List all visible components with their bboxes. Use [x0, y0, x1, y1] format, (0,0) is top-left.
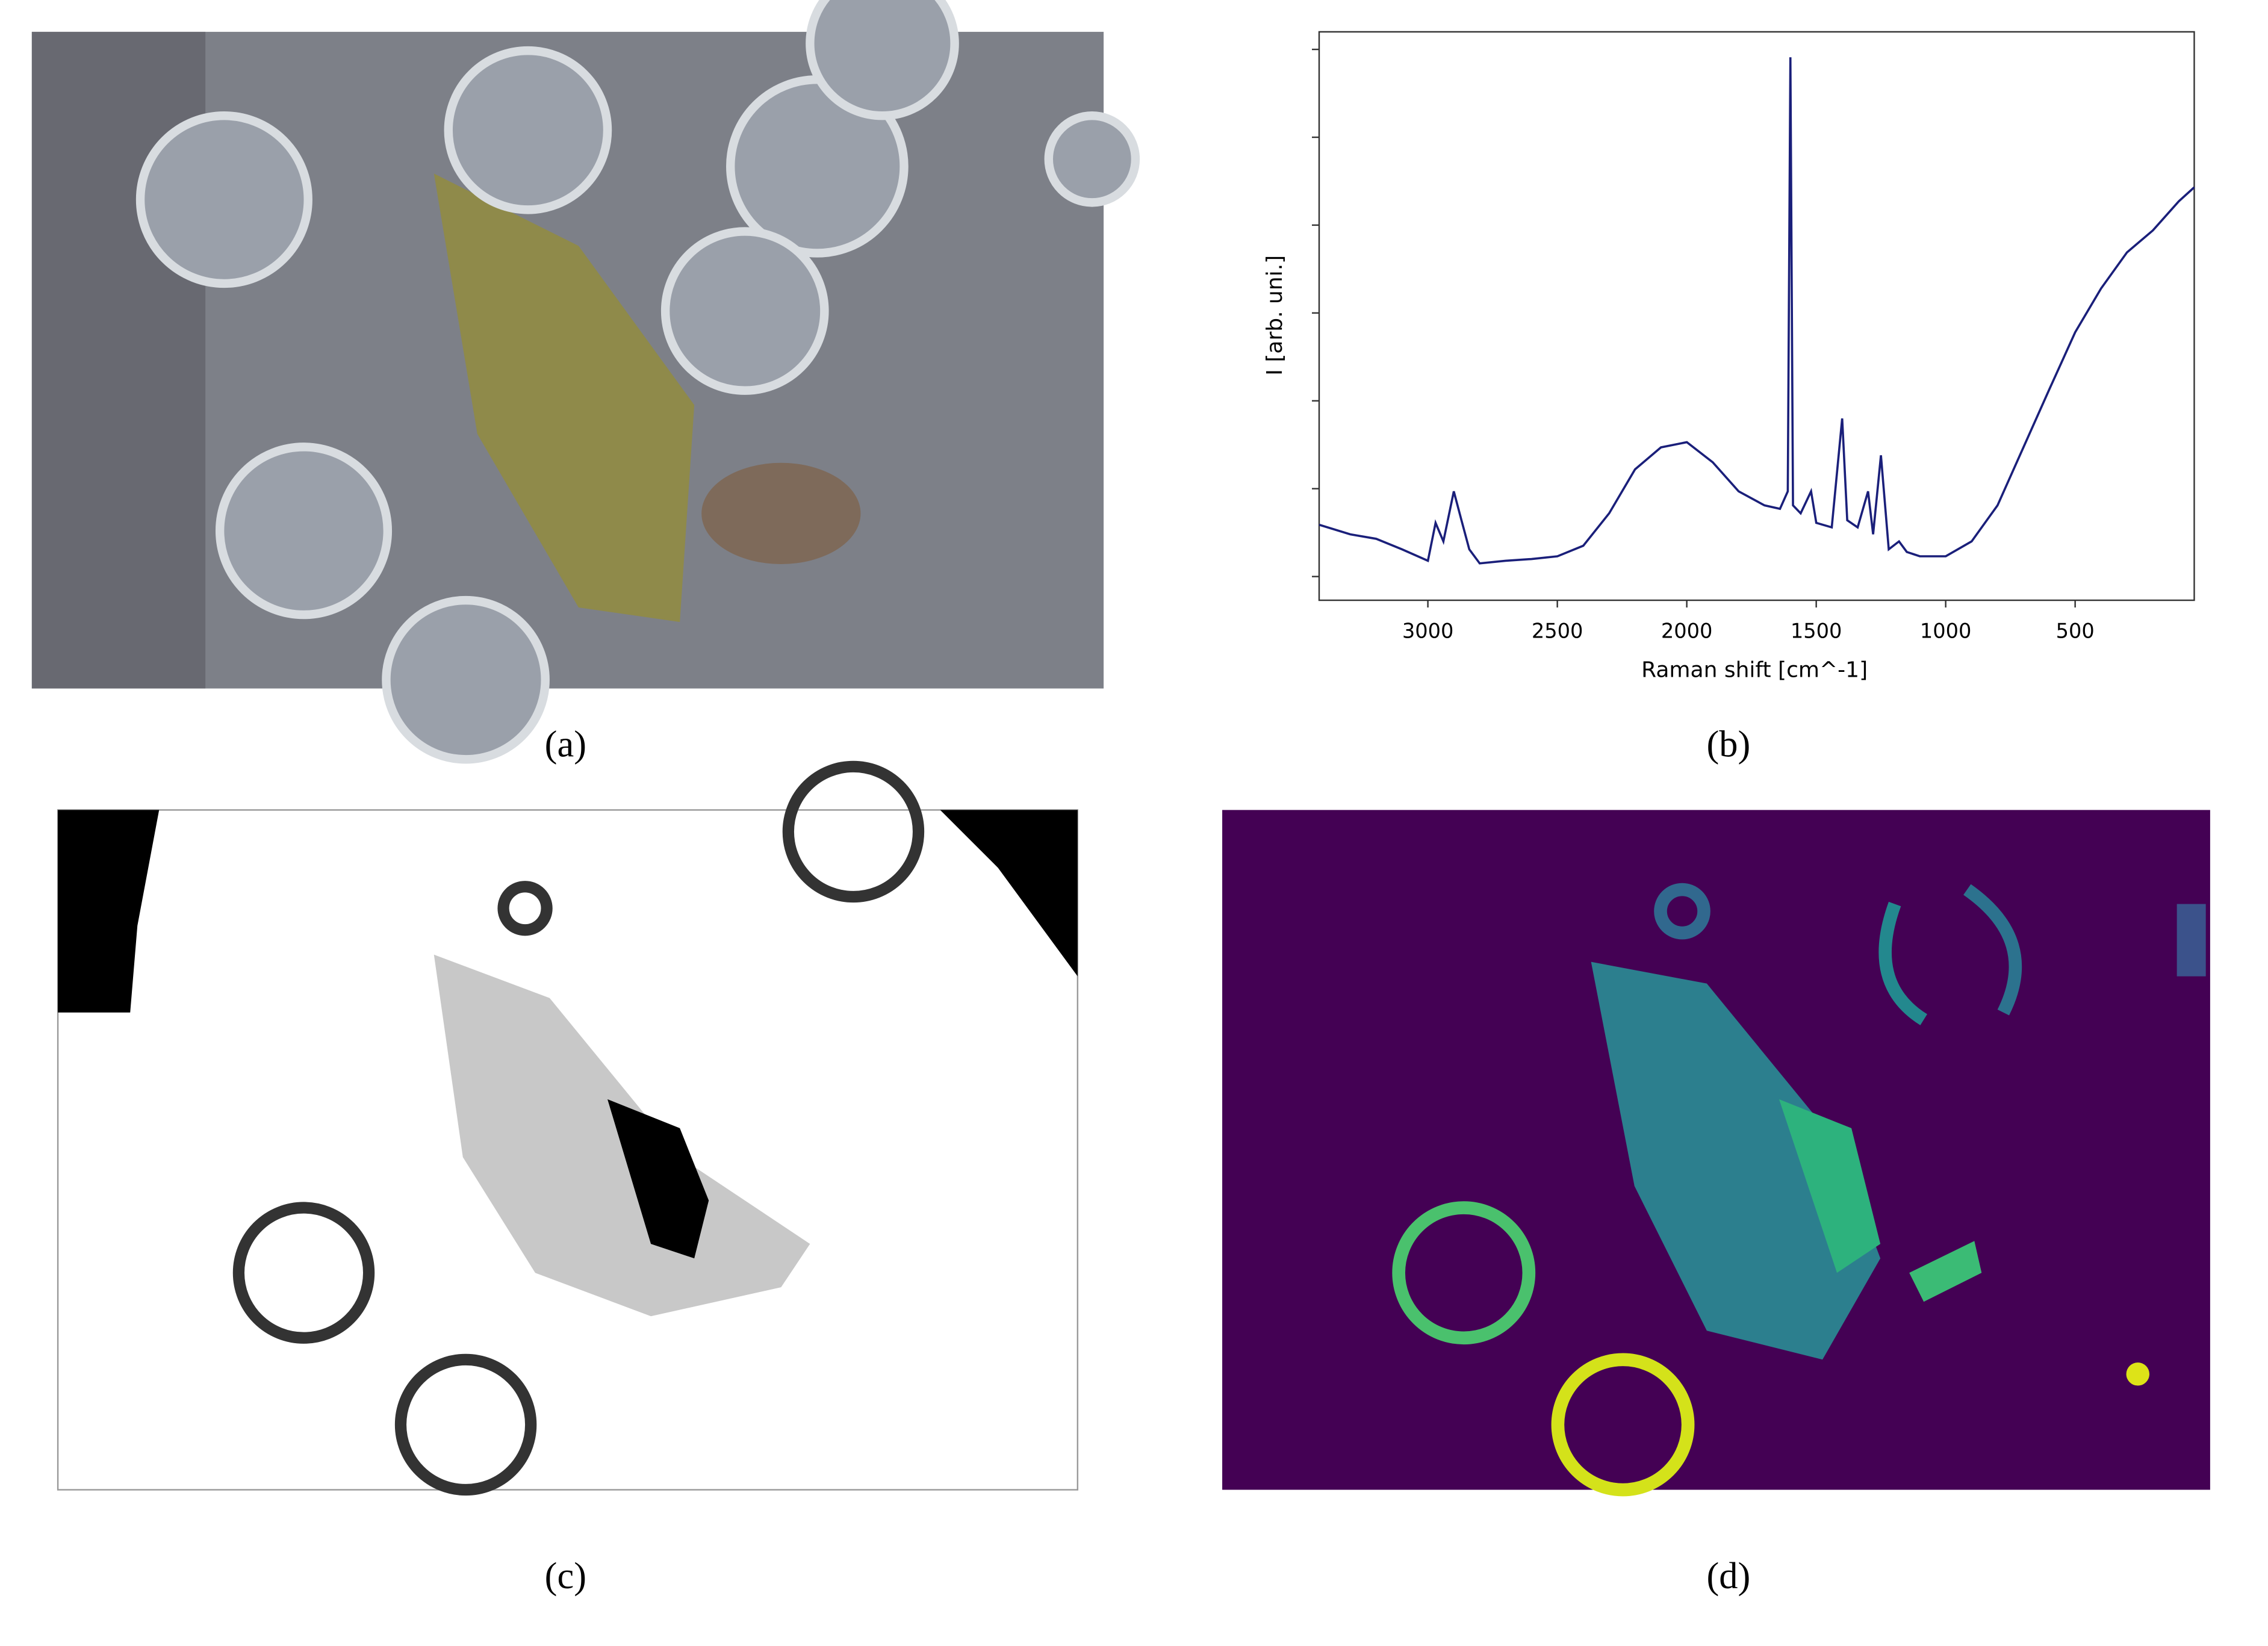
panel-label: (a) [545, 722, 586, 765]
x-tick-label: 1500 [1791, 619, 1842, 642]
class-map-panel [1222, 810, 2210, 1497]
x-tick-label: 2500 [1532, 619, 1583, 642]
spectrum-line [1319, 57, 2195, 565]
panel-label: (c) [545, 1554, 586, 1597]
panel-label: (b) [1706, 722, 1750, 765]
plot-frame [1318, 31, 2195, 601]
panel-label: (d) [1706, 1554, 1750, 1597]
segmentation-panel [57, 760, 1079, 1496]
x-axis-label: Raman shift [cm^-1] [1641, 658, 1868, 683]
photo-panel [31, 0, 1140, 764]
x-tick-label: 1000 [1920, 619, 1972, 642]
x-tick-label: 2000 [1661, 619, 1713, 642]
y-axis-label: I [arb. uni.] [1263, 255, 1287, 376]
x-tick-label: 500 [2056, 619, 2095, 642]
x-tick-label: 3000 [1402, 619, 1454, 642]
